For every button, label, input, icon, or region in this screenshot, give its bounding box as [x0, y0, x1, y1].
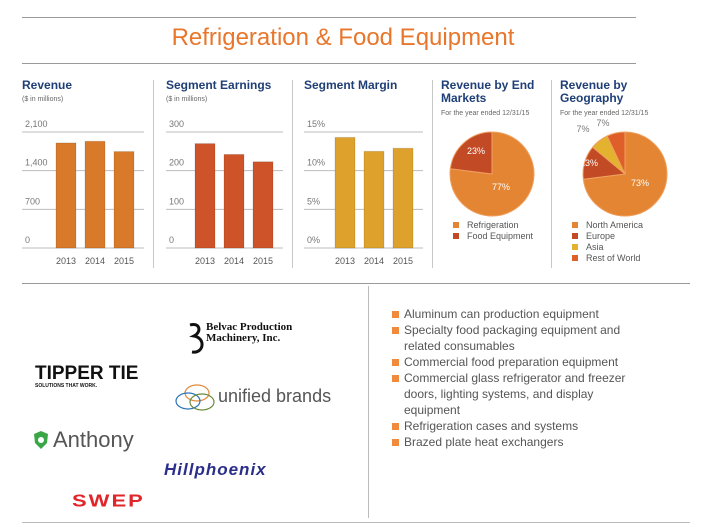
y-tick-label: 0	[25, 235, 30, 245]
pie-slice-refrigeration	[449, 131, 535, 217]
legend-item: Food Equipment	[453, 231, 533, 242]
belvac-b-icon	[189, 322, 204, 354]
geography-title: Revenue by Geography	[560, 78, 628, 105]
divider	[368, 286, 369, 518]
legend-label: Europe	[586, 231, 616, 241]
bar-2014	[223, 153, 245, 249]
y-tick-label: 200	[169, 158, 184, 168]
divider	[551, 80, 552, 268]
x-tick-label: 2015	[393, 256, 413, 266]
pie-slice-rest-of-world	[606, 131, 626, 175]
divider	[292, 80, 293, 268]
pie-label: 7%	[576, 124, 589, 134]
geography-legend: North America Europe Asia Rest of World	[572, 220, 643, 264]
legend-swatch	[572, 255, 578, 261]
earnings-subtitle: ($ in millions)	[166, 96, 208, 103]
x-tick-label: 2013	[195, 256, 215, 266]
product-item: Aluminum can production equipment	[392, 306, 652, 322]
legend-swatch	[453, 222, 459, 228]
legend-label: North America	[586, 220, 644, 230]
y-tick-label: 2,100	[25, 119, 48, 129]
bar-2014	[363, 150, 385, 249]
end-markets-title: Revenue by End Markets	[441, 78, 535, 105]
geography-subtitle: For the year ended 12/31/15	[560, 110, 649, 117]
x-tick-label: 2015	[114, 256, 134, 266]
legend-item: North America	[572, 220, 643, 231]
y-tick-label: 300	[169, 119, 184, 129]
y-tick-label: 0	[169, 235, 174, 245]
page-title: Refrigeration & Food Equipment	[171, 24, 515, 51]
divider	[432, 80, 433, 268]
legend-label: Rest of World	[586, 253, 641, 263]
bar-2015	[252, 161, 274, 249]
revenue-title: Revenue	[22, 78, 73, 92]
earnings-title: Segment Earnings	[166, 78, 272, 92]
product-item: Specialty food packaging equipment and r…	[392, 322, 652, 354]
y-tick-label: 1,400	[25, 158, 48, 168]
legend-swatch	[572, 222, 578, 228]
shield-icon	[34, 431, 48, 449]
margin-title: Segment Margin	[304, 78, 398, 92]
revenue-subtitle: ($ in millions)	[22, 96, 64, 103]
pie-label: 77%	[492, 182, 510, 192]
legend-item: Rest of World	[572, 253, 643, 264]
tippertie-logo: TIPPER TIE SOLUTIONS THAT WORK.	[35, 363, 139, 389]
bar-2015	[113, 151, 135, 249]
product-list: Aluminum can production equipment Specia…	[392, 306, 652, 450]
x-tick-label: 2013	[335, 256, 355, 266]
product-item: Refrigeration cases and systems	[392, 418, 652, 434]
y-tick-label: 100	[169, 196, 184, 206]
x-tick-label: 2014	[364, 256, 384, 266]
x-tick-label: 2014	[224, 256, 244, 266]
hillphoenix-logo: Hillphoenix	[164, 460, 267, 479]
legend-label: Food Equipment	[467, 231, 534, 241]
bar-2015	[392, 147, 414, 249]
x-tick-label: 2015	[253, 256, 273, 266]
pie-label: 7%	[596, 118, 609, 128]
pie-slice-food-equipment	[449, 131, 493, 175]
end-markets-subtitle: For the year ended 12/31/15	[441, 110, 530, 117]
legend-swatch	[453, 233, 459, 239]
divider	[22, 283, 690, 284]
divider	[22, 522, 690, 523]
pie-label: 13%	[580, 158, 598, 168]
y-tick-label: 5%	[307, 196, 320, 206]
legend-item: Refrigeration	[453, 220, 533, 231]
y-tick-label: 10%	[307, 158, 325, 168]
end-markets-legend: Refrigeration Food Equipment	[453, 220, 533, 242]
divider	[22, 17, 636, 18]
x-tick-label: 2013	[56, 256, 76, 266]
y-tick-label: 0%	[307, 235, 320, 245]
bar-2013	[194, 143, 216, 249]
x-tick-label: 2014	[85, 256, 105, 266]
product-item: Brazed plate heat exchangers	[392, 434, 652, 450]
rings-icon	[175, 384, 215, 411]
divider	[22, 63, 636, 64]
bar-2013	[55, 142, 77, 249]
y-tick-label: 15%	[307, 119, 325, 129]
divider	[153, 80, 154, 268]
product-item: Commercial food preparation equipment	[392, 354, 652, 370]
pie-label: 73%	[631, 178, 649, 188]
legend-swatch	[572, 244, 578, 250]
legend-label: Refrigeration	[467, 220, 519, 230]
y-tick-label: 700	[25, 196, 40, 206]
charts: 0 700 1,400 2,100 2013 2014 2015 0 100 200 300 2013…	[22, 118, 668, 266]
legend-label: Asia	[586, 242, 604, 252]
pie-label: 23%	[467, 146, 485, 156]
product-item: Commercial glass refrigerator and freeze…	[392, 370, 652, 418]
swep-logo: SWEP	[72, 490, 145, 511]
legend-swatch	[572, 233, 578, 239]
bar-2013	[334, 136, 356, 249]
bar-2014	[84, 140, 106, 249]
legend-item: Europe	[572, 231, 643, 242]
legend-item: Asia	[572, 242, 643, 253]
